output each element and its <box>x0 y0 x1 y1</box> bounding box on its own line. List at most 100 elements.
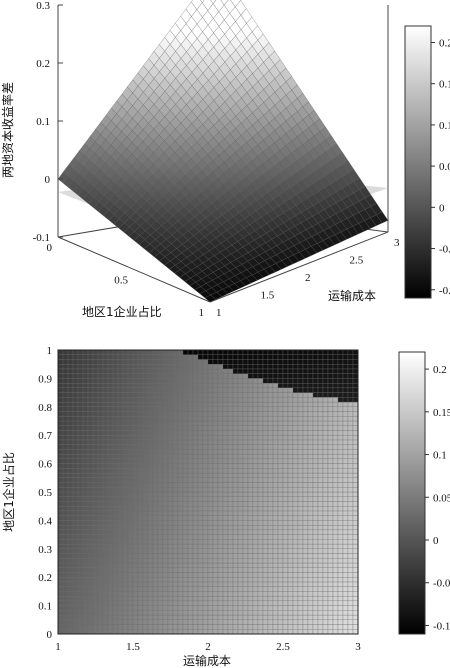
heatmap-cell <box>162 595 169 602</box>
heatmap-cell <box>92 392 99 398</box>
heatmap-cell <box>237 425 244 431</box>
heatmap-cell <box>177 401 184 407</box>
heatmap-cell <box>62 558 69 564</box>
heatmap-cell <box>192 586 199 592</box>
heatmap-cell <box>222 349 229 355</box>
heatmap-cell <box>197 501 204 507</box>
heatmap-cell <box>207 487 214 493</box>
heatmap-cell <box>177 572 184 578</box>
heatmap-cell <box>57 610 64 616</box>
heatmap-cell <box>192 444 199 450</box>
heatmap-cell <box>202 425 209 431</box>
heatmap-cell <box>307 629 314 635</box>
heatmap-y-tick-labels: 00.10.20.30.40.50.60.70.80.91 <box>38 345 52 641</box>
heatmap-cell <box>237 619 244 625</box>
heatmap-cell <box>342 562 349 568</box>
heatmap-cell <box>327 364 334 370</box>
heatmap-cell <box>312 364 319 370</box>
heatmap-cell <box>182 439 189 445</box>
heatmap-cell <box>237 354 244 360</box>
heatmap-cell <box>102 411 109 417</box>
heatmap-cell <box>272 629 279 635</box>
heatmap-cell <box>87 406 94 412</box>
heatmap-cell <box>352 359 359 365</box>
heatmap-cell <box>102 354 109 360</box>
heatmap-cell <box>67 392 74 398</box>
heatmap-cell <box>212 558 219 564</box>
heatmap-cell <box>222 378 229 384</box>
heatmap-cell <box>307 577 314 583</box>
heatmap-cell <box>237 359 244 365</box>
heatmap-cell <box>252 600 259 606</box>
heatmap-cell <box>57 515 64 521</box>
heatmap-cell <box>147 349 154 355</box>
heatmap-cell <box>262 468 269 474</box>
heatmap-cell <box>342 515 349 521</box>
heatmap-cell <box>57 562 64 568</box>
heatmap-cell <box>107 624 114 630</box>
heatmap-cell <box>332 487 339 493</box>
heatmap-cell <box>347 449 354 455</box>
heatmap-cell <box>257 416 264 422</box>
heatmap-cell <box>262 378 269 384</box>
heatmap-cell <box>257 368 264 374</box>
colorbar-tick-label: -0.05 <box>433 578 450 590</box>
heatmap-cell <box>82 534 89 540</box>
heatmap-cell <box>162 619 169 625</box>
heatmap-cell <box>302 501 309 507</box>
heatmap-cell <box>232 496 239 502</box>
heatmap-cell <box>272 397 279 403</box>
heatmap-cell <box>242 425 249 431</box>
heatmap-cell <box>97 619 104 625</box>
heatmap-cell <box>172 468 179 474</box>
heatmap-cell <box>117 420 124 426</box>
heatmap-cell <box>187 468 194 474</box>
heatmap-y-tick-label: 0.9 <box>38 373 52 385</box>
heatmap-cell <box>157 543 164 549</box>
heatmap-cell <box>82 387 89 393</box>
heatmap-cell <box>112 430 119 436</box>
heatmap-cell <box>217 534 224 540</box>
y-tick-label-3d: 0 <box>47 242 53 254</box>
heatmap-cell <box>317 491 324 497</box>
heatmap-cell <box>172 520 179 526</box>
heatmap-cell <box>202 373 209 379</box>
heatmap-cell <box>337 562 344 568</box>
heatmap-cell <box>267 605 274 611</box>
heatmap-cell <box>262 463 269 469</box>
heatmap-cell <box>212 392 219 398</box>
heatmap-cell <box>62 439 69 445</box>
heatmap-cell <box>192 553 199 559</box>
heatmap-cell <box>207 482 214 488</box>
heatmap-cell <box>342 449 349 455</box>
heatmap-cell <box>262 539 269 545</box>
heatmap-cell <box>232 439 239 445</box>
heatmap-cell <box>307 354 314 360</box>
heatmap-cell <box>107 392 114 398</box>
heatmap-cell <box>282 349 289 355</box>
heatmap-cell <box>82 373 89 379</box>
heatmap-cell <box>312 439 319 445</box>
heatmap-cell <box>342 605 349 611</box>
heatmap-cell <box>72 567 79 573</box>
heatmap-cell <box>187 591 194 597</box>
heatmap-cell <box>212 619 219 625</box>
heatmap-cell <box>352 401 359 407</box>
heatmap-cell <box>102 382 109 389</box>
heatmap-cell <box>117 444 124 450</box>
heatmap-cell <box>277 411 284 417</box>
heatmap-cell <box>117 406 124 412</box>
heatmap-cell <box>67 463 74 469</box>
heatmap-cell <box>122 364 129 370</box>
heatmap-cell <box>352 444 359 450</box>
heatmap-cell <box>162 520 169 526</box>
heatmap-cell <box>222 491 229 497</box>
heatmap-cell <box>117 577 124 583</box>
heatmap-cell <box>212 586 219 592</box>
heatmap-cell <box>247 425 254 431</box>
heatmap-cell <box>92 444 99 450</box>
heatmap-cell <box>87 624 94 630</box>
heatmap-cell <box>342 406 349 412</box>
heatmap-cell <box>182 472 189 478</box>
heatmap-cell <box>67 586 74 592</box>
